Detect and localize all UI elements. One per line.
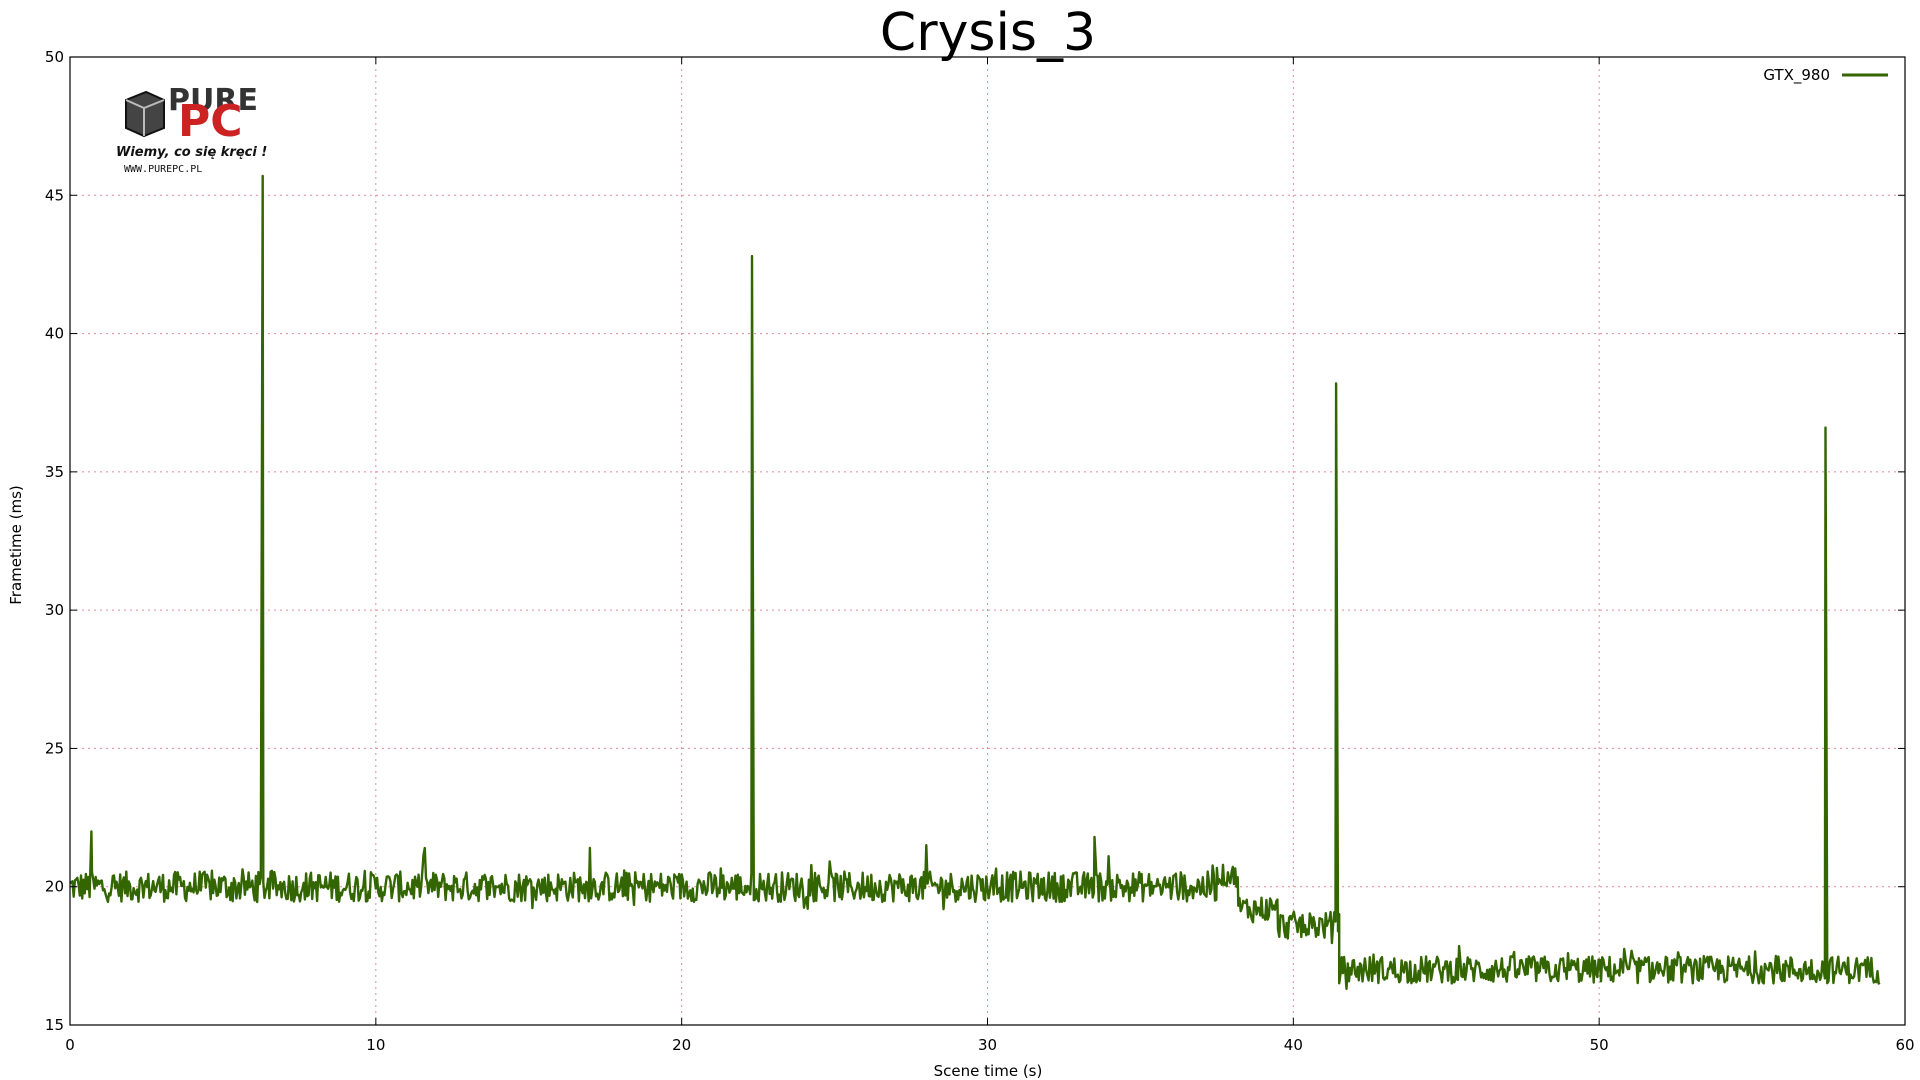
y-axis-label: Frametime (ms) — [7, 485, 25, 605]
y-tick-label: 50 — [45, 48, 64, 66]
x-tick-label: 10 — [366, 1036, 385, 1054]
y-tick-label: 40 — [45, 325, 64, 343]
x-tick-label: 30 — [978, 1036, 997, 1054]
chart-title: Crysis_3 — [880, 3, 1096, 63]
axis-ticks: 0 10 20 30 40 50 60 15 20 25 30 35 40 45 50 — [45, 48, 1915, 1054]
x-tick-label: 60 — [1895, 1036, 1914, 1054]
y-tick-label: 35 — [45, 463, 64, 481]
logo-brand-bottom: PC — [178, 96, 243, 147]
logo-brand-top: PURE — [168, 83, 258, 118]
purepc-logo: PURE PC Wiemy, co się kręci ! WWW.PUREPC… — [116, 83, 267, 175]
x-tick-label: 0 — [65, 1036, 75, 1054]
x-tick-label: 40 — [1284, 1036, 1303, 1054]
box-icon — [125, 90, 165, 138]
legend-label-gtx-980: GTX_980 — [1763, 66, 1830, 85]
series-lines — [69, 174, 1881, 990]
legend: GTX_980 — [1763, 66, 1888, 85]
y-tick-label: 25 — [45, 739, 64, 757]
series-line-gtx-980 — [69, 174, 1881, 990]
y-tick-label: 20 — [45, 878, 64, 896]
x-axis-label: Scene time (s) — [934, 1062, 1043, 1080]
logo-url: WWW.PUREPC.PL — [124, 164, 202, 175]
y-tick-label: 45 — [45, 186, 64, 204]
y-tick-label: 15 — [45, 1016, 64, 1034]
logo-slogan: Wiemy, co się kręci ! — [116, 145, 267, 160]
y-tick-label: 30 — [45, 601, 64, 619]
x-tick-label: 50 — [1590, 1036, 1609, 1054]
x-tick-label: 20 — [672, 1036, 691, 1054]
